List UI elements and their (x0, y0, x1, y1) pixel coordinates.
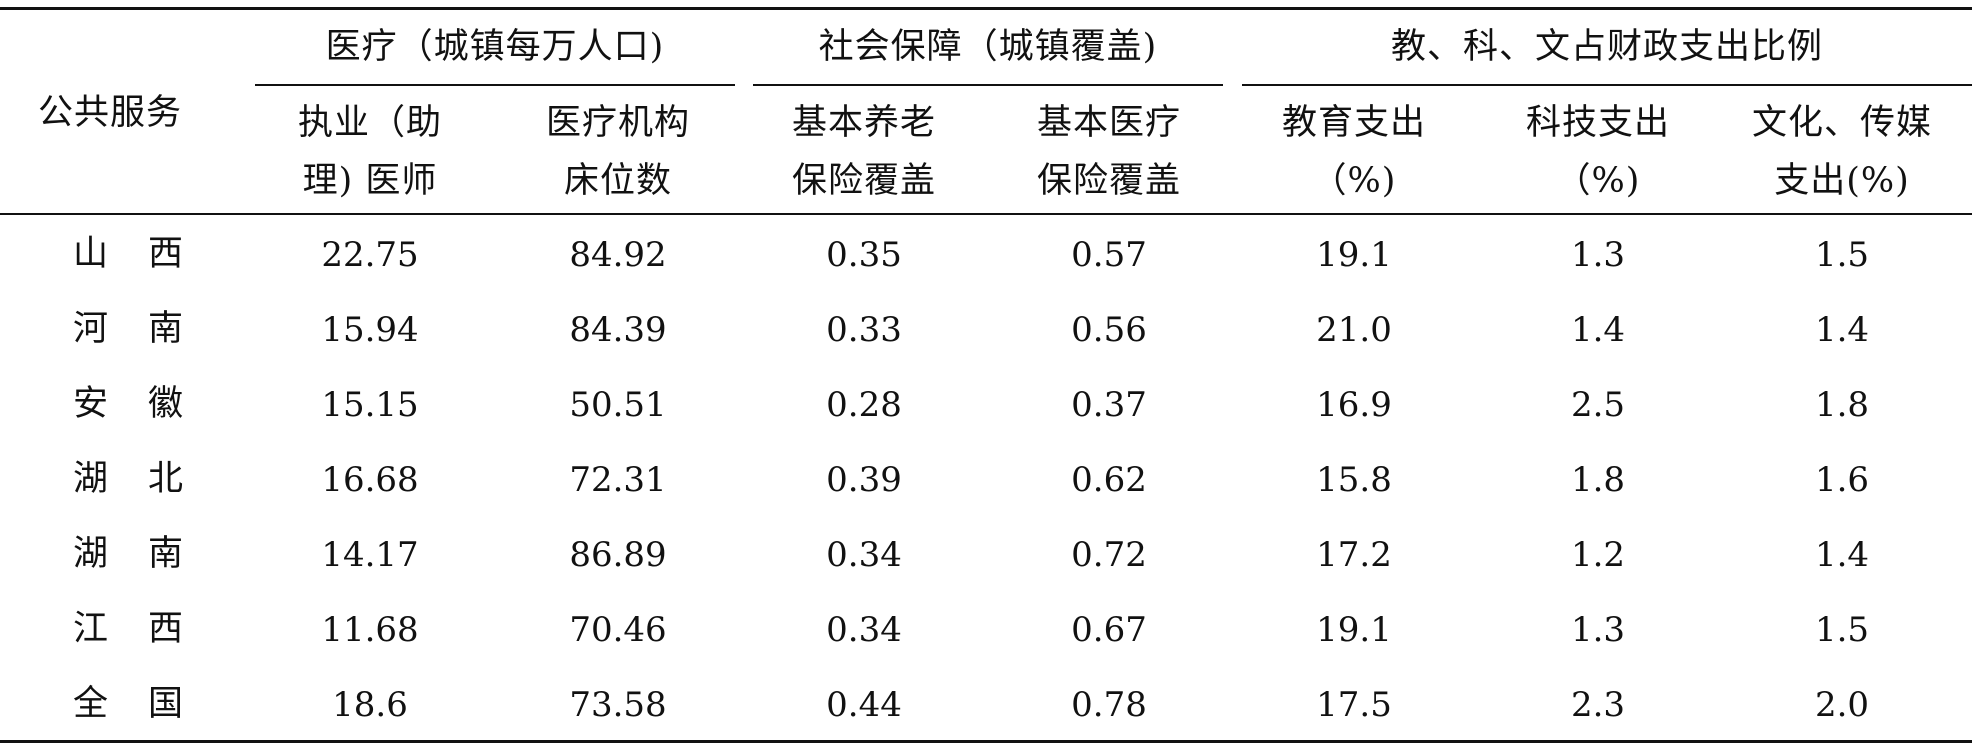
table-cell: 16.9 (1316, 385, 1392, 425)
table-cell: 0.34 (826, 610, 902, 650)
table-cell: 2.3 (1570, 685, 1626, 725)
table-cell: 84.39 (569, 310, 667, 350)
table-cell: 84.92 (569, 235, 667, 275)
table-cell: 2.5 (1570, 385, 1626, 425)
col-header-line2: （%) (1555, 161, 1641, 201)
top-rule (0, 7, 1972, 10)
table-cell: 1.4 (1814, 310, 1870, 350)
table-cell: 86.89 (569, 535, 667, 575)
table-cell: 16.68 (321, 460, 419, 500)
row-label-region: 湖北 (73, 459, 224, 499)
table-cell: 72.31 (569, 460, 667, 500)
table-cell: 19.1 (1316, 610, 1392, 650)
row-label-region: 河南 (73, 309, 224, 349)
row-label-region: 江西 (73, 609, 224, 649)
header-bottom-rule (0, 213, 1972, 215)
table-cell: 17.2 (1316, 535, 1392, 575)
table-cell: 1.3 (1570, 610, 1626, 650)
table-cell: 15.8 (1316, 460, 1392, 500)
bottom-rule (0, 740, 1972, 743)
col-header-line1: 基本医疗 (1036, 103, 1181, 143)
row-label-region: 安徽 (73, 384, 224, 424)
table-cell: 1.8 (1570, 460, 1626, 500)
table-cell: 0.56 (1071, 310, 1147, 350)
table-cell: 0.67 (1071, 610, 1147, 650)
table-cell: 19.1 (1316, 235, 1392, 275)
stub-header: 公共服务 (37, 93, 182, 133)
table-cell: 22.75 (321, 235, 419, 275)
table-cell: 0.62 (1071, 460, 1147, 500)
table-cell: 2.0 (1814, 685, 1870, 725)
table-cell: 70.46 (569, 610, 667, 650)
group-underline-medical (255, 84, 735, 86)
table-cell: 0.35 (826, 235, 902, 275)
table-cell: 15.94 (321, 310, 419, 350)
row-label-region: 全国 (73, 684, 224, 724)
col-header-line1: 教育支出 (1281, 103, 1426, 143)
table-cell: 1.8 (1814, 385, 1870, 425)
col-header-line2: 床位数 (563, 161, 672, 201)
table-cell: 0.44 (826, 685, 902, 725)
table-cell: 14.17 (321, 535, 419, 575)
table-cell: 0.33 (826, 310, 902, 350)
table-cell: 15.15 (321, 385, 419, 425)
col-header-line2: 支出(%) (1774, 161, 1910, 201)
table-cell: 0.34 (826, 535, 902, 575)
table-cell: 0.28 (826, 385, 902, 425)
table-cell: 1.4 (1814, 535, 1870, 575)
table-cell: 21.0 (1316, 310, 1392, 350)
group-underline-social (753, 84, 1223, 86)
col-header-line2: 理) 医师 (302, 161, 438, 201)
col-header-line1: 科技支出 (1525, 103, 1670, 143)
group-underline-finance (1242, 84, 1972, 86)
group-header-social: 社会保障（城镇覆盖) (818, 27, 1158, 67)
group-header-finance: 教、科、文占财政支出比例 (1390, 27, 1823, 67)
col-header-line2: （%) (1311, 161, 1397, 201)
table-cell: 17.5 (1316, 685, 1392, 725)
table-cell: 1.5 (1814, 610, 1870, 650)
col-header-line2: 保险覆盖 (1036, 161, 1181, 201)
table-cell: 73.58 (569, 685, 667, 725)
table-cell: 0.72 (1071, 535, 1147, 575)
col-header-line1: 医疗机构 (545, 103, 690, 143)
table-cell: 0.57 (1071, 235, 1147, 275)
col-header-line2: 保险覆盖 (791, 161, 936, 201)
table-cell: 11.68 (321, 610, 419, 650)
row-label-region: 山西 (73, 234, 224, 274)
table-cell: 18.6 (332, 685, 408, 725)
table-cell: 1.6 (1814, 460, 1870, 500)
col-header-line1: 执业（助 (297, 103, 442, 143)
col-header-line1: 基本养老 (791, 103, 936, 143)
row-label-region: 湖南 (73, 534, 224, 574)
table-cell: 1.3 (1570, 235, 1626, 275)
group-header-medical: 医疗（城镇每万人口) (325, 27, 665, 67)
table-cell: 1.2 (1570, 535, 1626, 575)
table-cell: 1.4 (1570, 310, 1626, 350)
table-cell: 0.78 (1071, 685, 1147, 725)
table-cell: 0.39 (826, 460, 902, 500)
table-cell: 50.51 (569, 385, 667, 425)
table-cell: 1.5 (1814, 235, 1870, 275)
col-header-line1: 文化、传媒 (1751, 103, 1932, 143)
table-cell: 0.37 (1071, 385, 1147, 425)
